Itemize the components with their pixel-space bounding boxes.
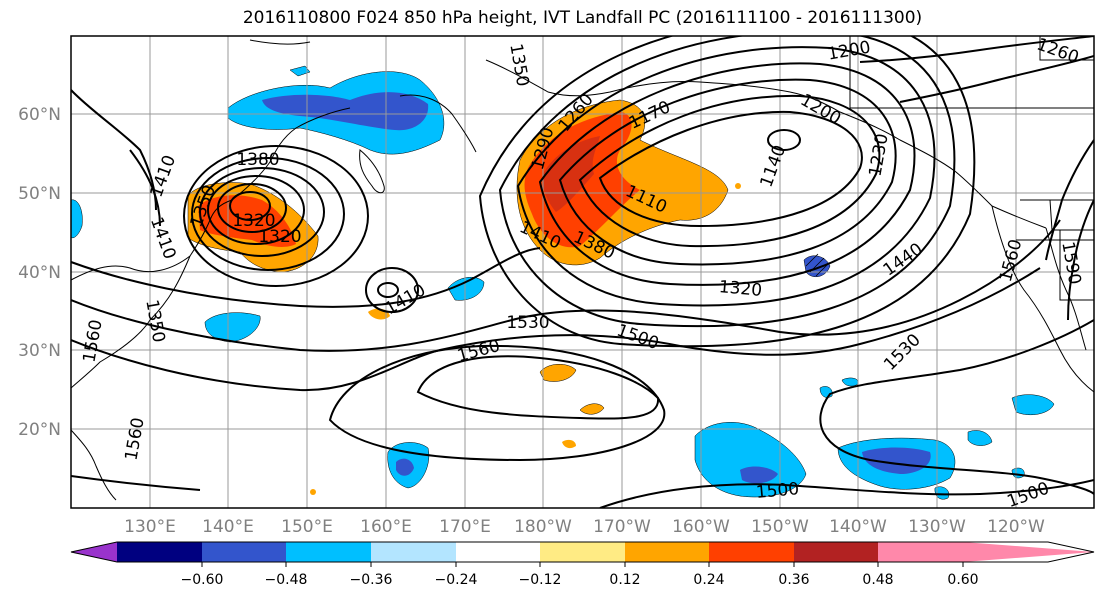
colorbar-extend-high (963, 542, 1094, 562)
colorbar-segment (878, 542, 963, 562)
lat-label: 50°N (18, 184, 61, 204)
contour-label: 1500 (755, 479, 800, 503)
lat-label: 20°N (18, 420, 61, 440)
lon-label: 160°W (672, 517, 730, 537)
contour-label: 1320 (232, 211, 275, 231)
colorbar-tick-label: 0.24 (693, 572, 724, 588)
colorbar-tick-label: −0.48 (265, 572, 308, 588)
lon-label: 180°W (514, 517, 572, 537)
longitude-labels: 130°E 140°E 150°E 160°E 170°E 180°W 170°… (124, 517, 1045, 537)
lon-label: 170°E (439, 517, 491, 537)
lon-label: 150°W (751, 517, 809, 537)
colorbar-tick-label: 0.60 (947, 572, 978, 588)
map-panel: 1380 1410 1350 1410 1320 1320 1350 1350 … (71, 36, 1094, 508)
colorbar-tick-label: −0.12 (519, 572, 562, 588)
map-border (70, 35, 1095, 509)
lat-label: 40°N (18, 263, 61, 283)
contour-label: 1530 (506, 313, 549, 333)
latitude-labels: 60°N 50°N 40°N 30°N 20°N (18, 105, 61, 440)
coastlines (71, 36, 1094, 501)
lon-label: 170°W (593, 517, 651, 537)
contour-label: 1380 (236, 150, 279, 170)
height-contours (71, 36, 1094, 508)
hatch-region (805, 253, 829, 277)
colorbar-tick-label: −0.24 (435, 572, 478, 588)
lat-label: 30°N (18, 341, 61, 361)
colorbar-tick-label: 0.12 (609, 572, 640, 588)
colorbar-extend-low (71, 542, 117, 562)
colorbar-segment (709, 542, 794, 562)
colorbar-segment (625, 542, 709, 562)
lat-label: 60°N (18, 105, 61, 125)
colorbar-segment (286, 542, 371, 562)
lon-label: 150°E (281, 517, 333, 537)
lon-label: 160°E (360, 517, 412, 537)
colorbar-segment (540, 542, 625, 562)
lon-label: 130°W (908, 517, 966, 537)
colorbar-tick-label: −0.36 (350, 572, 393, 588)
map-title: 2016110800 F024 850 hPa height, IVT Land… (242, 8, 923, 28)
contour-label: 1320 (718, 277, 763, 301)
colorbar-segment (117, 542, 202, 562)
colorbar-segment (456, 542, 540, 562)
colorbar-segment (202, 542, 286, 562)
lon-label: 130°E (124, 517, 176, 537)
lon-label: 120°W (987, 517, 1045, 537)
colorbar-tick-label: −0.60 (181, 572, 224, 588)
colorbar-segment (794, 542, 878, 562)
contour-label: 1320 (258, 227, 301, 247)
lon-label: 140°E (202, 517, 254, 537)
colorbar: −0.60 −0.48 −0.36 −0.24 −0.12 0.12 0.24 … (70, 541, 1095, 588)
colorbar-tick-label: 0.48 (862, 572, 893, 588)
colorbar-tick-label: 0.36 (778, 572, 809, 588)
colorbar-segment (371, 542, 456, 562)
lon-label: 140°W (829, 517, 887, 537)
